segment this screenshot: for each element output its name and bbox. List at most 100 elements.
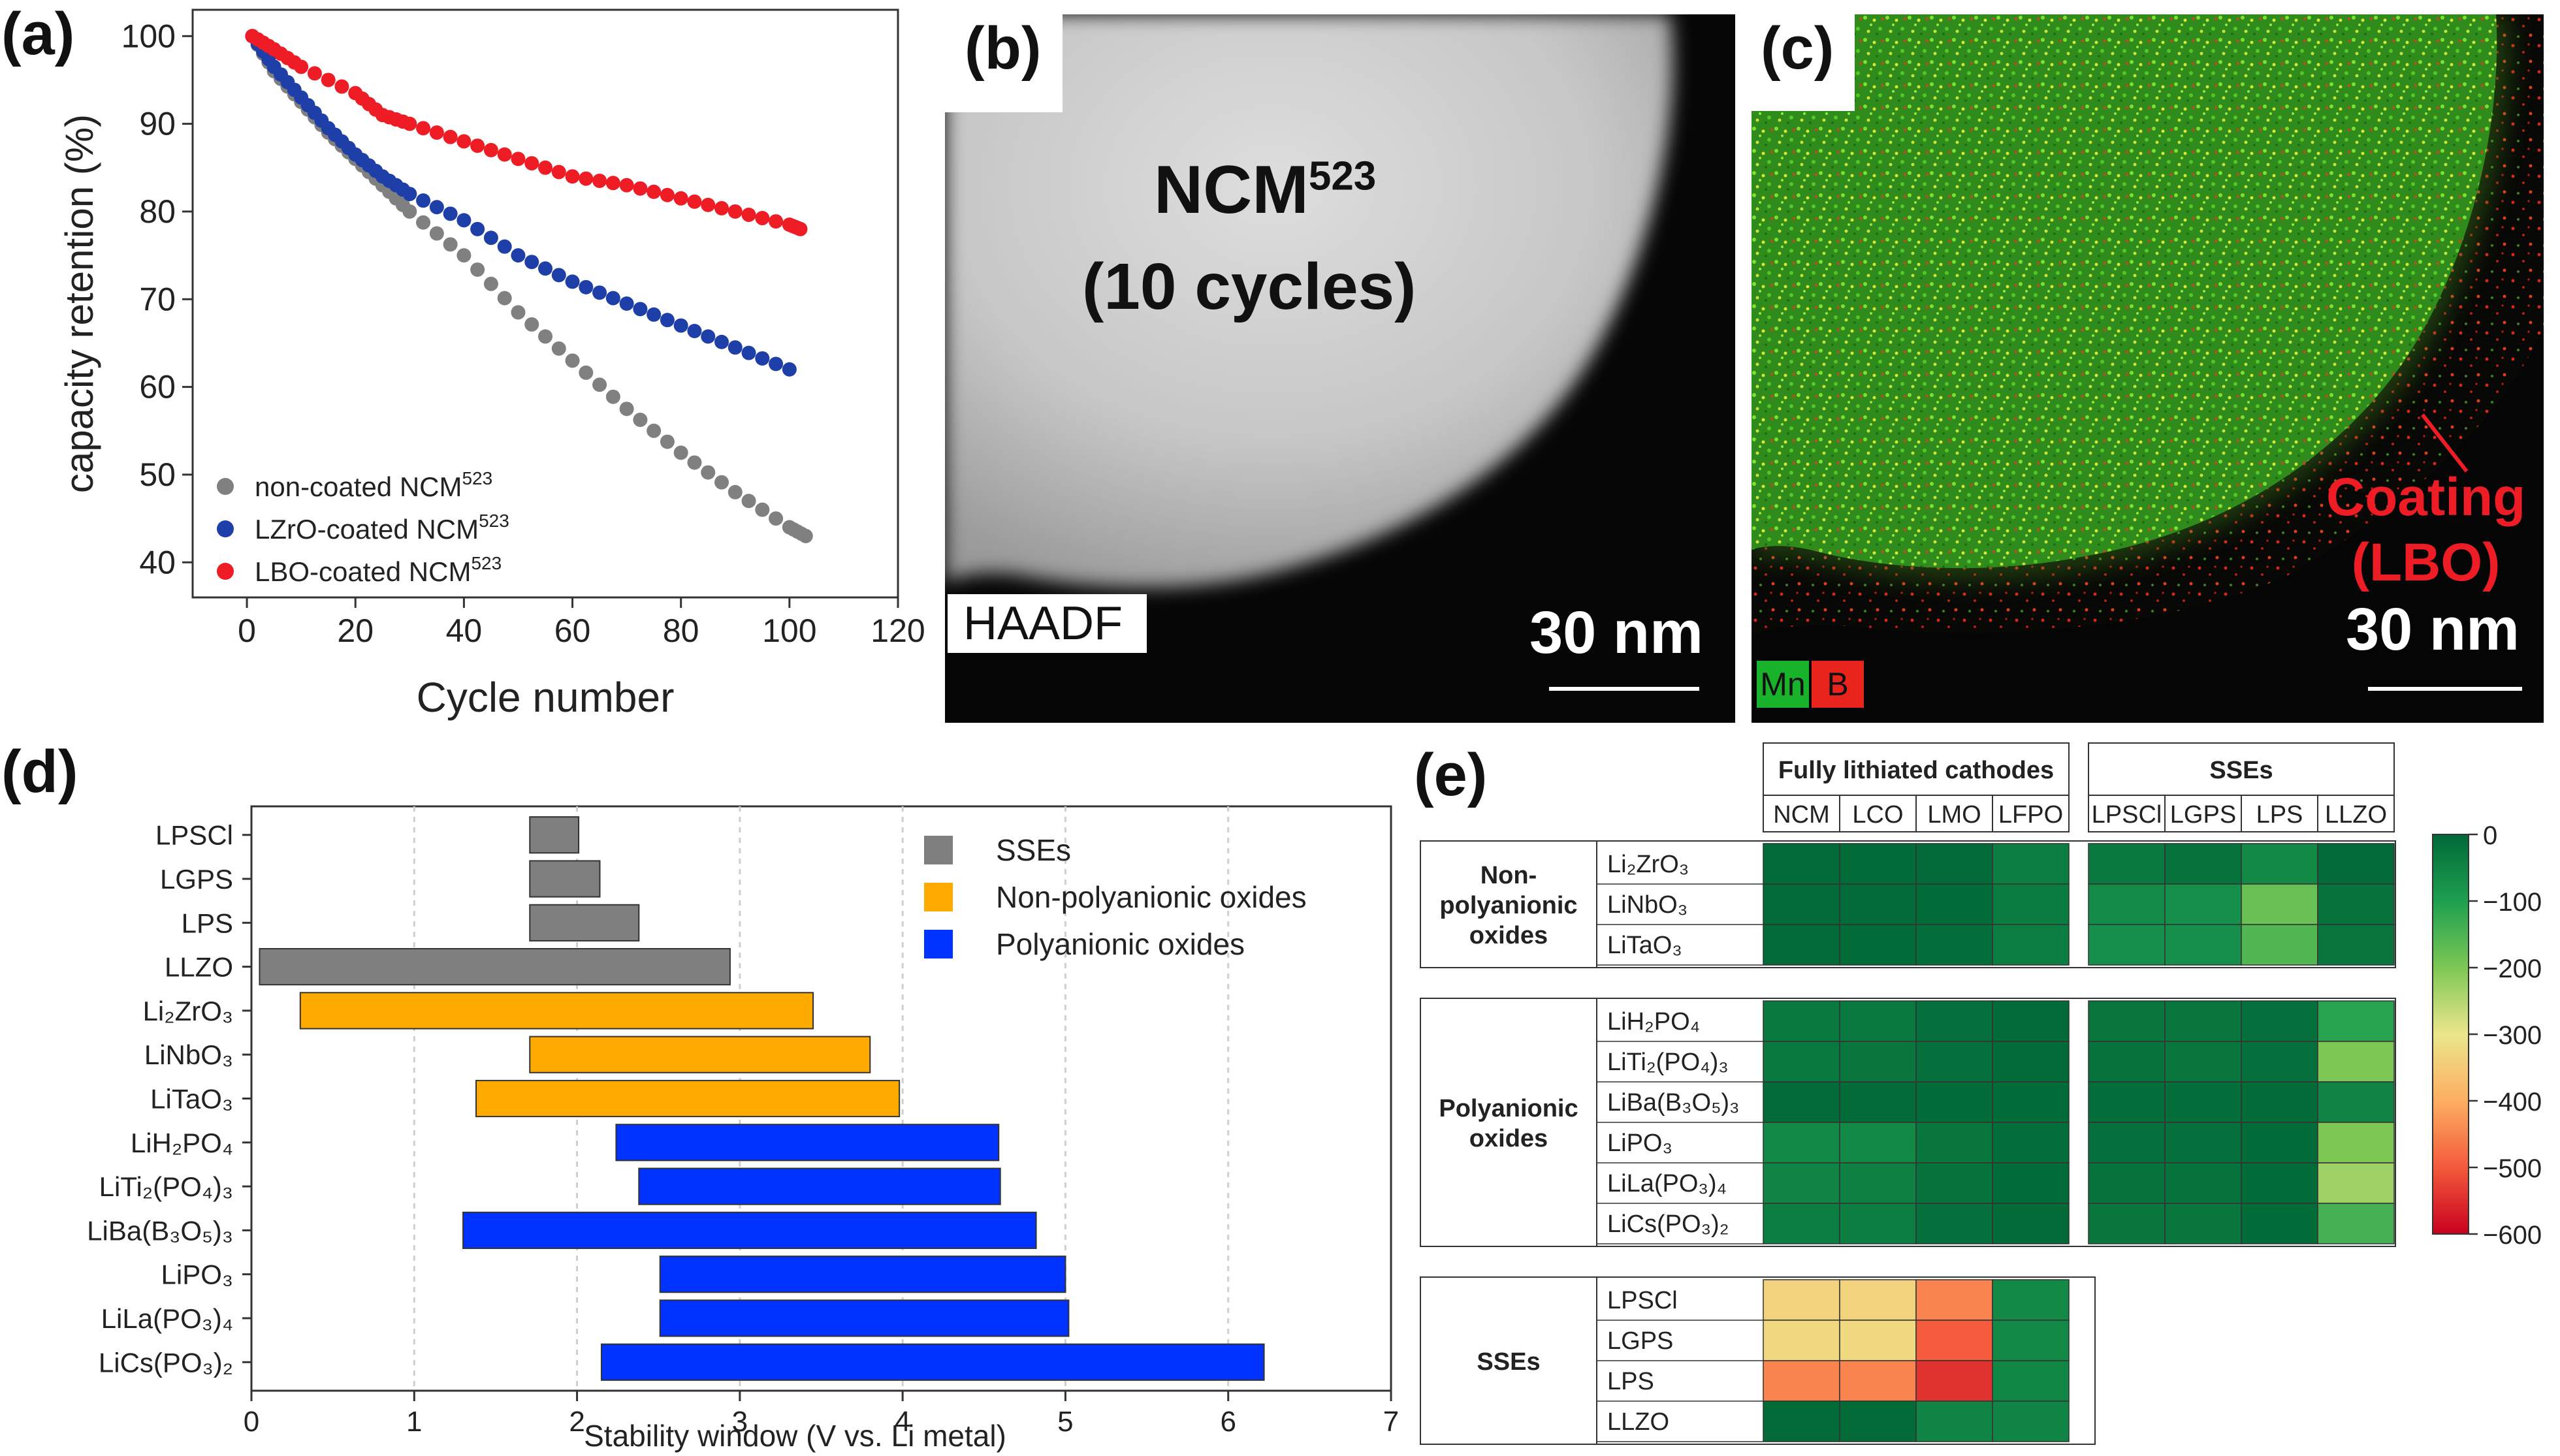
data-point-a: [619, 178, 634, 193]
stability-bar-d: [529, 1036, 871, 1073]
data-point-a: [429, 200, 444, 215]
x-tick-label-d: 4: [895, 1406, 910, 1438]
heat-cell: [1915, 1000, 1993, 1042]
data-point-a: [755, 502, 770, 517]
data-point-a: [511, 248, 526, 263]
heat-cell: [2317, 1203, 2395, 1244]
row-name-label: LiH₂PO₄: [1607, 1008, 1700, 1036]
x-tick-label-d: 3: [732, 1406, 748, 1438]
heat-cell: [2241, 843, 2318, 885]
data-point-a: [402, 187, 417, 202]
coating-label: Coating (LBO): [2326, 465, 2525, 595]
y-tick-label-d: LiBa(B₃O₅)₃: [87, 1215, 233, 1246]
heat-cell: [1915, 1279, 1993, 1321]
heat-cell: [1763, 1122, 1840, 1163]
data-point-a: [443, 237, 458, 252]
panel-d-letter: (d): [1, 738, 78, 805]
heat-cell: [2164, 1162, 2242, 1204]
row-name-label: LiBa(B₃O₅)₃: [1607, 1089, 1740, 1116]
legend-swatch-d: [924, 836, 953, 864]
data-point-a: [524, 317, 539, 332]
heat-cell: [1915, 1081, 1993, 1123]
haadf-scale-label: 30 nm: [1529, 599, 1703, 666]
col-header-label: LLZO: [2325, 801, 2387, 829]
heat-cell: [1992, 1203, 2070, 1244]
heat-cell: [2164, 1203, 2242, 1244]
legend-marker-a: [217, 520, 234, 537]
y-tick-label-d: Li₂ZrO₃: [143, 996, 233, 1026]
data-point-a: [402, 116, 417, 131]
row-group-label: oxides: [1469, 922, 1548, 949]
heat-cell: [1839, 1279, 1917, 1321]
data-point-a: [728, 484, 743, 499]
heat-cell: [1763, 1279, 1840, 1321]
col-group-header-2: [2088, 742, 2395, 796]
col-group-label-2: SSEs: [2209, 757, 2273, 784]
y-tick-label-d: LLZO: [165, 952, 233, 983]
data-point-a: [755, 211, 770, 226]
data-point-a: [793, 221, 808, 236]
legend-label-d: Polyanionic oxides: [996, 927, 1245, 961]
heat-cell: [2317, 924, 2395, 966]
heat-cell: [1763, 1401, 1840, 1442]
heat-cell: [2088, 924, 2166, 966]
heat-cell: [2164, 1000, 2242, 1042]
data-point-a: [605, 176, 620, 191]
heat-cell: [1763, 883, 1840, 925]
x-axis-label-d: Stability window (V vs. Li metal): [584, 1419, 1006, 1453]
x-tick-label-d: 1: [406, 1406, 422, 1438]
data-point-a: [673, 318, 688, 333]
col-header-cell: [1839, 795, 1917, 832]
heat-cell: [2164, 1122, 2242, 1163]
y-tick-label-a: 100: [121, 18, 176, 54]
data-point-a: [660, 187, 675, 202]
data-point-a: [714, 334, 729, 349]
coating-label-line2: (LBO): [2351, 533, 2501, 592]
x-tick-label-a: 80: [663, 612, 699, 649]
data-point-a: [456, 213, 472, 228]
data-point-a: [538, 160, 552, 175]
heat-cell: [1992, 1320, 2070, 1361]
data-point-a: [524, 255, 539, 270]
data-point-a: [592, 285, 607, 300]
heat-cell: [1915, 1041, 1993, 1083]
heat-cell: [1915, 1162, 1993, 1204]
heat-cell: [1763, 1320, 1840, 1361]
data-point-a: [769, 511, 784, 526]
heat-cell: [1839, 843, 1917, 885]
heat-cell: [1915, 1401, 1993, 1442]
heat-cell: [1992, 1000, 2070, 1042]
legend-label-a: LBO-coated NCM523: [255, 553, 502, 587]
heat-cell: [1839, 1203, 1917, 1244]
legend-sup-a: 523: [471, 553, 502, 573]
data-point-a: [647, 423, 662, 438]
y-tick-label-a: 60: [139, 369, 176, 405]
data-point-a: [443, 129, 458, 144]
y-tick-label-a: 80: [139, 193, 176, 230]
heat-cell: [1992, 924, 2070, 966]
chart-a: 0 20 40 60 80 100 120 40 50 60 70 80 90 100 Cycle numb…: [57, 8, 925, 721]
data-point-a: [416, 215, 431, 230]
legend-label-a: LZrO-coated NCM523: [255, 511, 509, 545]
heat-cell: [1839, 1162, 1917, 1204]
eds-scale-label: 30 nm: [2346, 596, 2520, 663]
heat-cell: [1915, 1320, 1993, 1361]
data-point-a: [565, 353, 580, 368]
data-point-a: [538, 261, 552, 276]
y-tick-label-a: 70: [139, 281, 176, 317]
heat-cell: [1839, 883, 1917, 925]
data-point-a: [551, 268, 566, 283]
data-point-a: [443, 206, 458, 221]
data-point-a: [701, 329, 716, 344]
stability-bar-d: [659, 1256, 1066, 1293]
data-point-a: [741, 207, 756, 222]
row-name-label: LiCs(PO₃)₂: [1607, 1211, 1729, 1238]
data-point-a: [633, 181, 648, 196]
heat-cell: [2088, 1081, 2166, 1123]
x-tick-label-a: 40: [446, 612, 483, 649]
heat-cell: [1992, 1122, 2070, 1163]
x-tick-label-a: 0: [238, 612, 256, 649]
haadf-image-panel: (b) NCM523 (10 cycles) HAADF 30 nm: [945, 14, 1735, 723]
data-point-a: [456, 134, 472, 149]
x-tick-label-d: 0: [244, 1406, 259, 1438]
